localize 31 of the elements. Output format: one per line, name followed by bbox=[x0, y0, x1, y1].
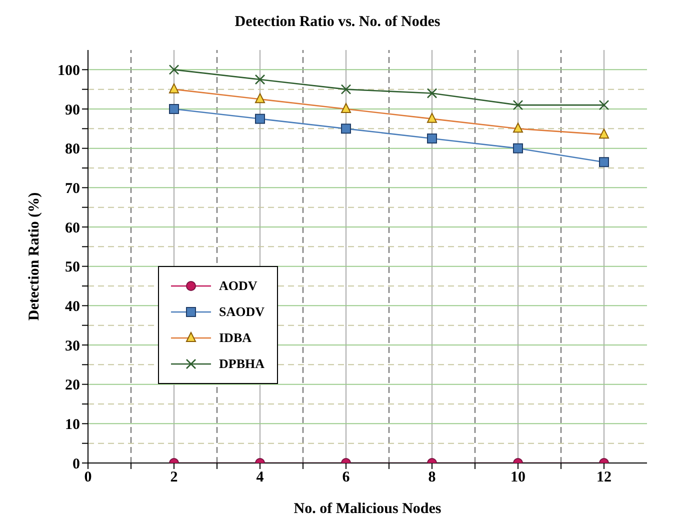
y-tick-label: 90 bbox=[65, 102, 80, 118]
x-tick-label: 0 bbox=[84, 470, 92, 486]
y-tick-label: 100 bbox=[58, 62, 80, 79]
legend-label: SAODV bbox=[219, 304, 265, 320]
point bbox=[255, 114, 265, 124]
y-tick-label: 10 bbox=[65, 416, 80, 433]
point bbox=[513, 143, 523, 154]
point bbox=[599, 157, 609, 168]
legend-label: AODV bbox=[219, 278, 258, 294]
point bbox=[169, 104, 179, 114]
x-axis-title: No. of Malicious Nodes bbox=[294, 501, 442, 517]
point bbox=[427, 134, 437, 144]
y-tick-label: 20 bbox=[65, 378, 80, 394]
y-tick-label: 0 bbox=[72, 456, 80, 472]
y-tick-label: 40 bbox=[65, 298, 80, 315]
legend-label: DPBHA bbox=[219, 356, 264, 372]
x-tick-label: 10 bbox=[510, 470, 526, 486]
y-tick-label: 80 bbox=[65, 142, 80, 158]
y-axis-title: Detection Ratio (%) bbox=[26, 192, 42, 321]
x-tick-label: 6 bbox=[342, 470, 350, 486]
chart-title: Detection Ratio vs. No. of Nodes bbox=[234, 13, 442, 32]
x-tick-label: 4 bbox=[256, 470, 264, 486]
y-tick-label: 60 bbox=[65, 220, 80, 236]
legend-label: IDBA bbox=[219, 330, 252, 346]
x-tick-label: 2 bbox=[170, 470, 178, 486]
x-tick-label: 8 bbox=[428, 470, 436, 486]
point bbox=[341, 124, 351, 134]
x-tick-label: 12 bbox=[596, 470, 612, 486]
y-tick-label: 50 bbox=[65, 260, 80, 276]
y-tick-label: 70 bbox=[65, 180, 80, 197]
y-tick-label: 30 bbox=[65, 338, 80, 354]
